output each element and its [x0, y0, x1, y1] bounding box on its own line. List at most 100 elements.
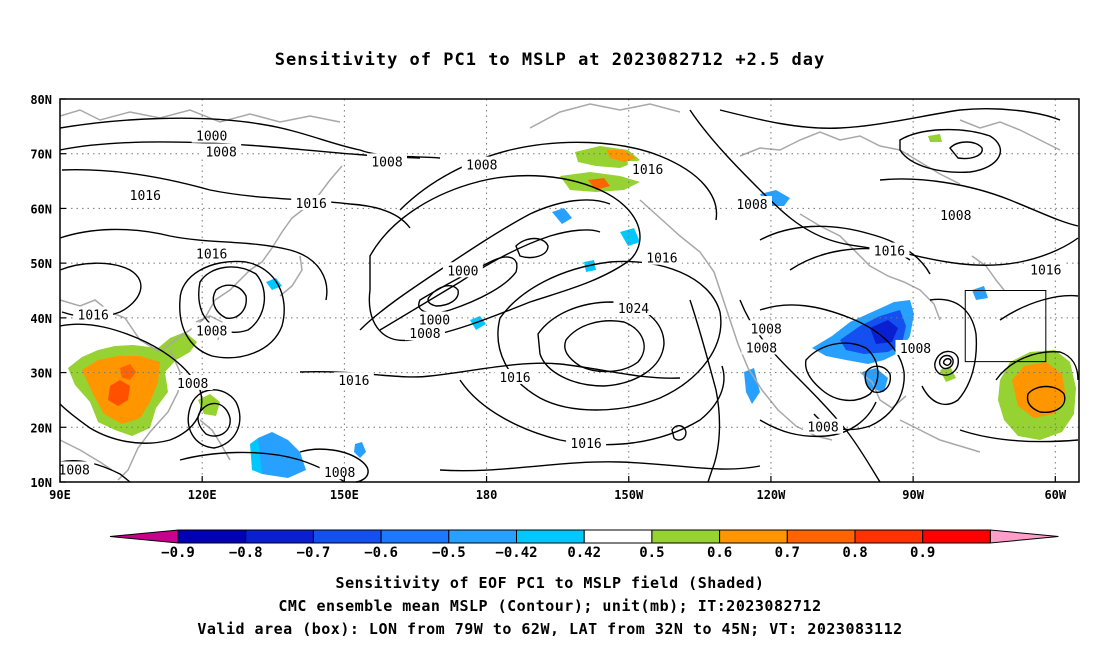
colorbar-swatch [380, 529, 450, 544]
colorbar-label: 0.7 [775, 545, 800, 561]
lat-tick-label: 60N [30, 202, 52, 216]
contour-label-bg [319, 464, 360, 480]
contour-label: 1024 [618, 302, 649, 317]
contour-label-bg [54, 461, 95, 477]
contour-label-bg [404, 325, 445, 341]
colorbar-swatch [177, 529, 247, 544]
shade-region-indochina-red2 [120, 364, 136, 380]
colorbar-label: 0.5 [639, 545, 664, 561]
shade-region-blue-ak2 [620, 228, 640, 246]
colorbar-label: 0.42 [567, 545, 601, 561]
shade-region-green-ne [928, 134, 942, 142]
contour-label-bg [895, 339, 936, 355]
contour-label-bg [613, 300, 654, 316]
contour-label: 1008 [205, 146, 236, 161]
contour-label: 1008 [196, 324, 227, 339]
lat-tick-label: 40N [30, 312, 52, 326]
contour-label: 1008 [736, 198, 767, 213]
shade-region-alaska-red [588, 178, 610, 190]
contour-label: 1000 [196, 130, 227, 145]
lon-tick-label: 120W [756, 488, 786, 502]
contour-label: 1016 [338, 374, 369, 389]
map-frame [59, 98, 1080, 483]
contour-label: 1016 [130, 189, 161, 204]
contour-label: 1008 [900, 342, 931, 357]
lon-tick-label: 120E [188, 488, 217, 502]
contour-label: 1016 [874, 245, 905, 260]
lat-tick-label: 50N [30, 257, 52, 271]
contour-label: 1016 [570, 437, 601, 452]
shade-region-arctic-orange [606, 150, 636, 162]
contour-label-bg [73, 306, 114, 322]
contour-label-bg [442, 262, 483, 278]
colorbar-swatch [786, 529, 856, 544]
shade-region-nova-blue [972, 286, 988, 300]
lon-tick-label: 60W [1044, 488, 1066, 502]
caption-line-1: Sensitivity of EOF PC1 to MSLP field (Sh… [335, 574, 765, 592]
colorbar-arrow-left [109, 529, 179, 544]
colorbar-label: 0.8 [842, 545, 867, 561]
shade-region-dot3 [266, 278, 282, 290]
valid-area-box [964, 290, 1047, 363]
contour-label-bg [172, 374, 213, 390]
contour-label-bg [191, 322, 232, 338]
colorbar: −0.9 −0.8 −0.7 −0.6 −0.5 −0.42 0.42 0.5 0.6 0.7 0.… [109, 529, 1059, 561]
shade-region-atlantic-orange [1012, 362, 1066, 418]
map-title: Sensitivity of PC1 to MSLP at 2023082712… [274, 50, 826, 70]
contour-label: 1016 [646, 252, 677, 267]
lat-tick-label: 30N [30, 367, 52, 381]
lat-tick-label: 70N [30, 148, 52, 162]
colorbar-swatch [922, 529, 991, 544]
contour-label: 1016 [296, 197, 327, 212]
contour-label-bg [125, 186, 166, 202]
contour-label-bg [741, 339, 782, 355]
contour-label: 1008 [409, 327, 440, 342]
contour-label-bg [746, 320, 787, 336]
shade-region-blue-alaska [552, 208, 572, 224]
lon-tick-label: 150W [614, 488, 644, 502]
colorbar-label: 0.6 [707, 545, 732, 561]
lat-tick-label: 80N [30, 93, 52, 107]
shade-region-dot1 [354, 442, 366, 458]
lat-tick-label: 10N [30, 476, 52, 490]
colorbar-label: 0.9 [910, 545, 935, 561]
colorbar-swatch [651, 529, 721, 544]
contour-label-bg [566, 435, 607, 451]
contour-label-bg [291, 194, 332, 210]
caption-line-3: Valid area (box): LON from 79W to 62W, L… [197, 620, 903, 638]
contour-label-bg [201, 143, 242, 159]
longitude-labels: 90E 120E 150E 180 150W 120W 90W 60W [49, 476, 1067, 502]
colorbar-arrow-right [989, 529, 1059, 544]
colorbar-label: −0.42 [495, 545, 537, 561]
shade-region-mex-blue [744, 368, 760, 404]
contour-label: 1016 [196, 247, 227, 262]
lon-tick-label: 180 [476, 488, 498, 502]
contour-label-bg [803, 418, 844, 434]
contour-label-bg [731, 196, 772, 212]
contour-label-bg [627, 161, 668, 177]
contour-label: 1016 [1030, 264, 1061, 279]
colorbar-label: −0.8 [229, 545, 263, 561]
contour-label: 1008 [466, 159, 497, 174]
colorbar-swatch [516, 529, 585, 544]
coastlines [59, 103, 1061, 481]
colorbar-label: −0.7 [297, 545, 331, 561]
contour-label: 1008 [746, 341, 777, 356]
colorbar-label: −0.5 [432, 545, 466, 561]
colorbar-swatch [448, 529, 517, 544]
contour-label-bg [414, 311, 455, 327]
shade-region-green-box [940, 366, 956, 382]
colorbar-swatch [312, 529, 382, 544]
caption-line-2: CMC ensemble mean MSLP (Contour); unit(m… [278, 597, 822, 615]
contour-label: 1016 [499, 371, 530, 386]
colorbar-swatch [719, 529, 788, 544]
shade-region-indochina-red [108, 380, 130, 406]
contour-label: 1008 [371, 155, 402, 170]
contour-label: 1016 [78, 309, 109, 324]
shaded-sensitivity [68, 134, 1076, 478]
lon-tick-label: 90E [49, 488, 71, 502]
contour-label-bg [191, 127, 232, 143]
shade-region-dot2 [470, 316, 486, 330]
colorbar-swatch [245, 529, 314, 544]
